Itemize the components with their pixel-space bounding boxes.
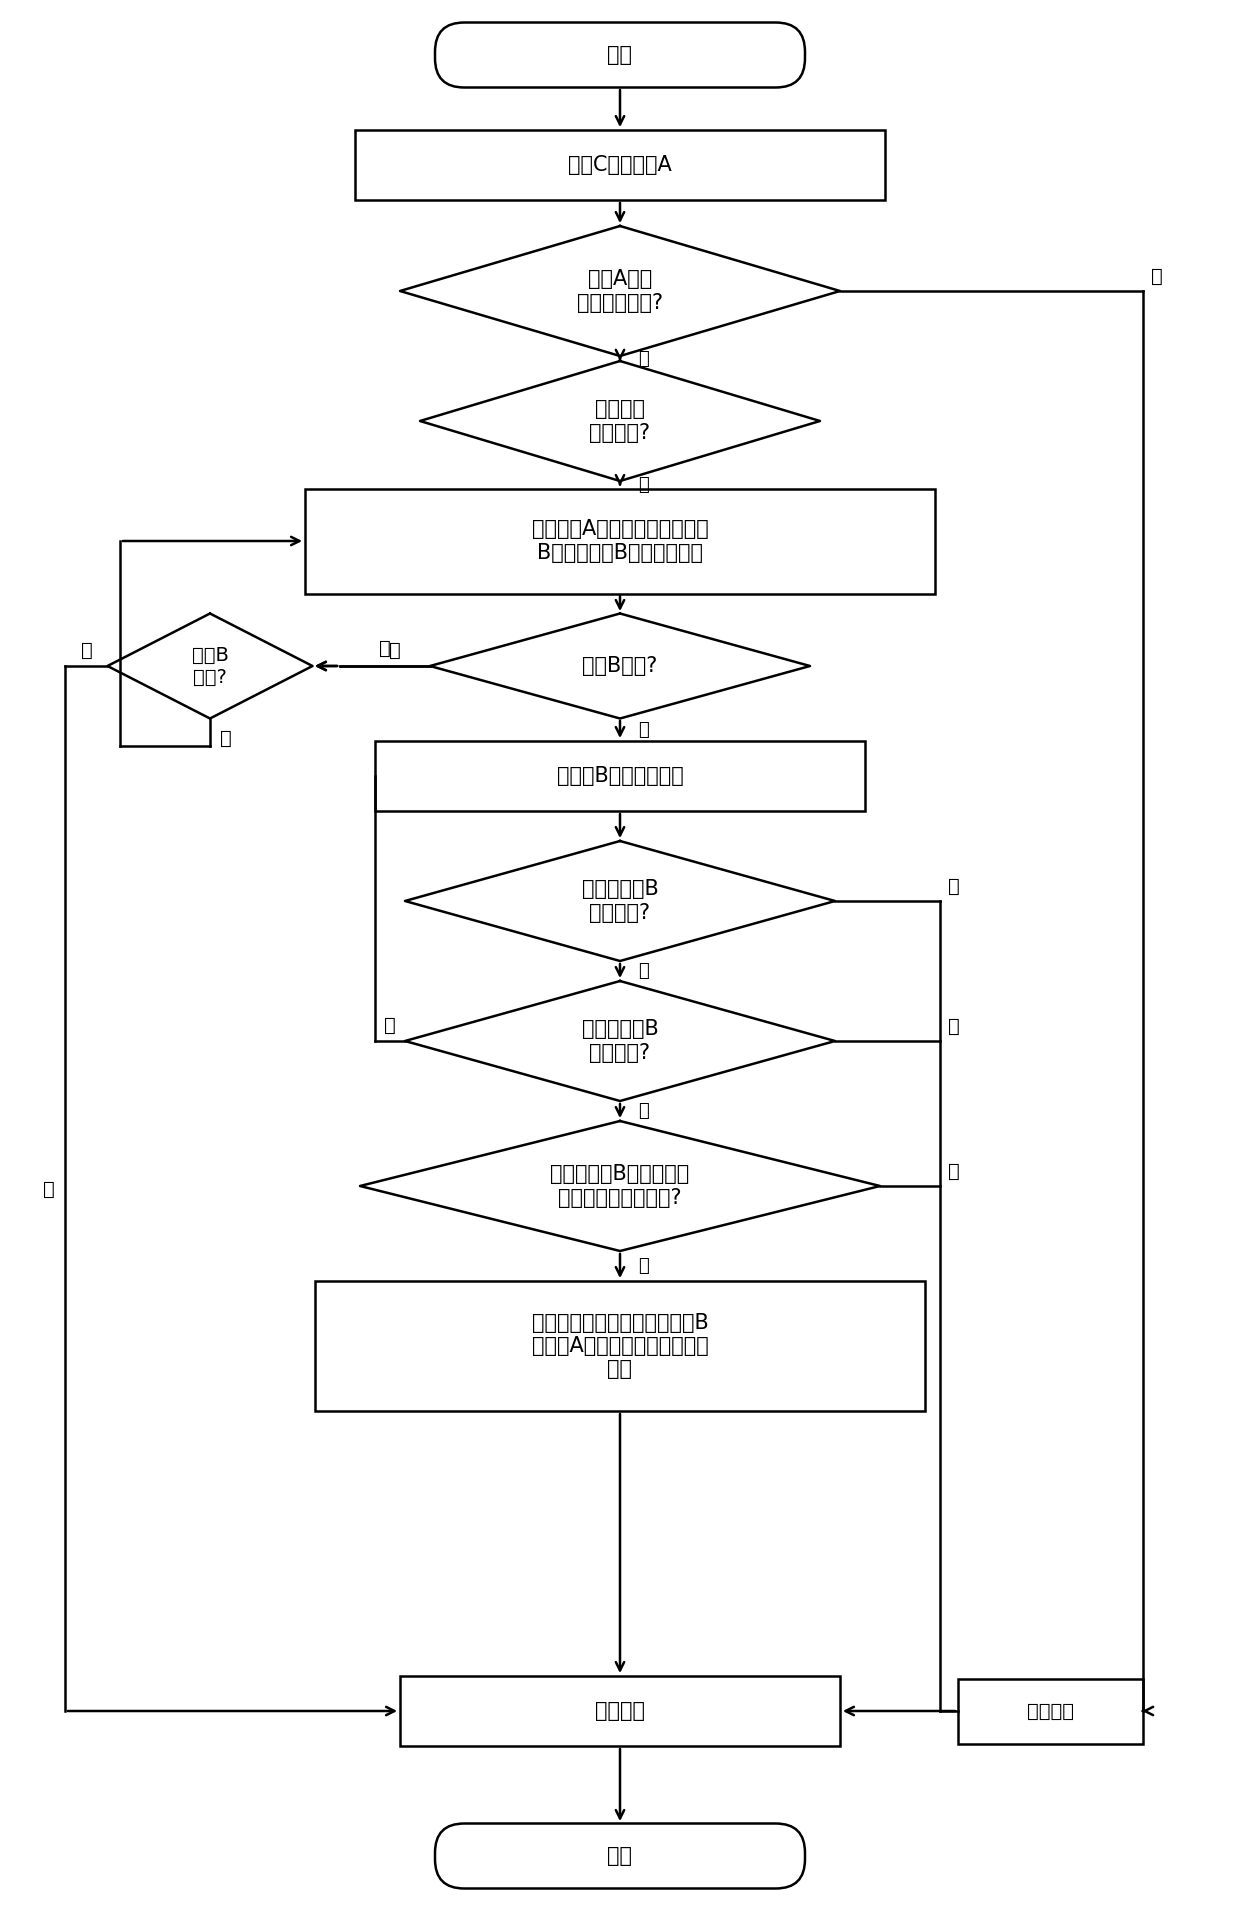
Text: 否: 否	[1151, 267, 1163, 286]
Text: 查询号码A设定的呼叫转移号码
B，并向号码B发送呼叫请求: 查询号码A设定的呼叫转移号码 B，并向号码B发送呼叫请求	[532, 519, 708, 563]
Text: 号码C呼叫号码A: 号码C呼叫号码A	[568, 156, 672, 175]
Text: 号码A开通
呼叫转移业务?: 号码A开通 呼叫转移业务?	[577, 269, 663, 313]
Text: 挂断主叫链路，然后取消号码B
被号码A设定为呼叫转移号码的
设置: 挂断主叫链路，然后取消号码B 被号码A设定为呼叫转移号码的 设置	[532, 1312, 708, 1379]
Text: 是: 是	[639, 720, 649, 740]
Text: 是: 是	[219, 728, 232, 747]
Text: 是: 是	[949, 876, 960, 895]
Text: 是: 是	[639, 476, 649, 494]
Text: 满足呼叫
转移条件?: 满足呼叫 转移条件?	[589, 400, 651, 442]
Text: 号码B
挂断?: 号码B 挂断?	[191, 645, 228, 686]
Text: 结束: 结束	[608, 1846, 632, 1865]
Text: 开始: 开始	[608, 44, 632, 65]
Text: 否: 否	[639, 1103, 649, 1120]
Text: 检测到号码B选择取消被
设定为呼叫转移号码?: 检测到号码B选择取消被 设定为呼叫转移号码?	[551, 1164, 689, 1208]
Text: 否: 否	[379, 638, 391, 657]
Text: 号码B摘机?: 号码B摘机?	[583, 655, 657, 676]
Text: 接通电话: 接通电话	[1027, 1702, 1074, 1721]
Text: 否: 否	[639, 962, 649, 980]
Text: 否: 否	[389, 640, 401, 659]
Text: 是: 是	[639, 350, 649, 369]
Text: 否: 否	[82, 640, 93, 659]
Text: 挂断电话: 挂断电话	[595, 1700, 645, 1721]
Text: 是: 是	[949, 1162, 960, 1181]
Text: 否: 否	[43, 1179, 55, 1199]
Text: 向号码B发送语音提示: 向号码B发送语音提示	[557, 766, 683, 786]
Text: 检测到号码B
选择挂机?: 检测到号码B 选择挂机?	[582, 1020, 658, 1062]
Text: 是: 是	[949, 1016, 960, 1035]
Text: 检测到号码B
选择接听?: 检测到号码B 选择接听?	[582, 880, 658, 922]
Text: 否: 否	[384, 1016, 396, 1035]
Text: 是: 是	[639, 1256, 649, 1276]
